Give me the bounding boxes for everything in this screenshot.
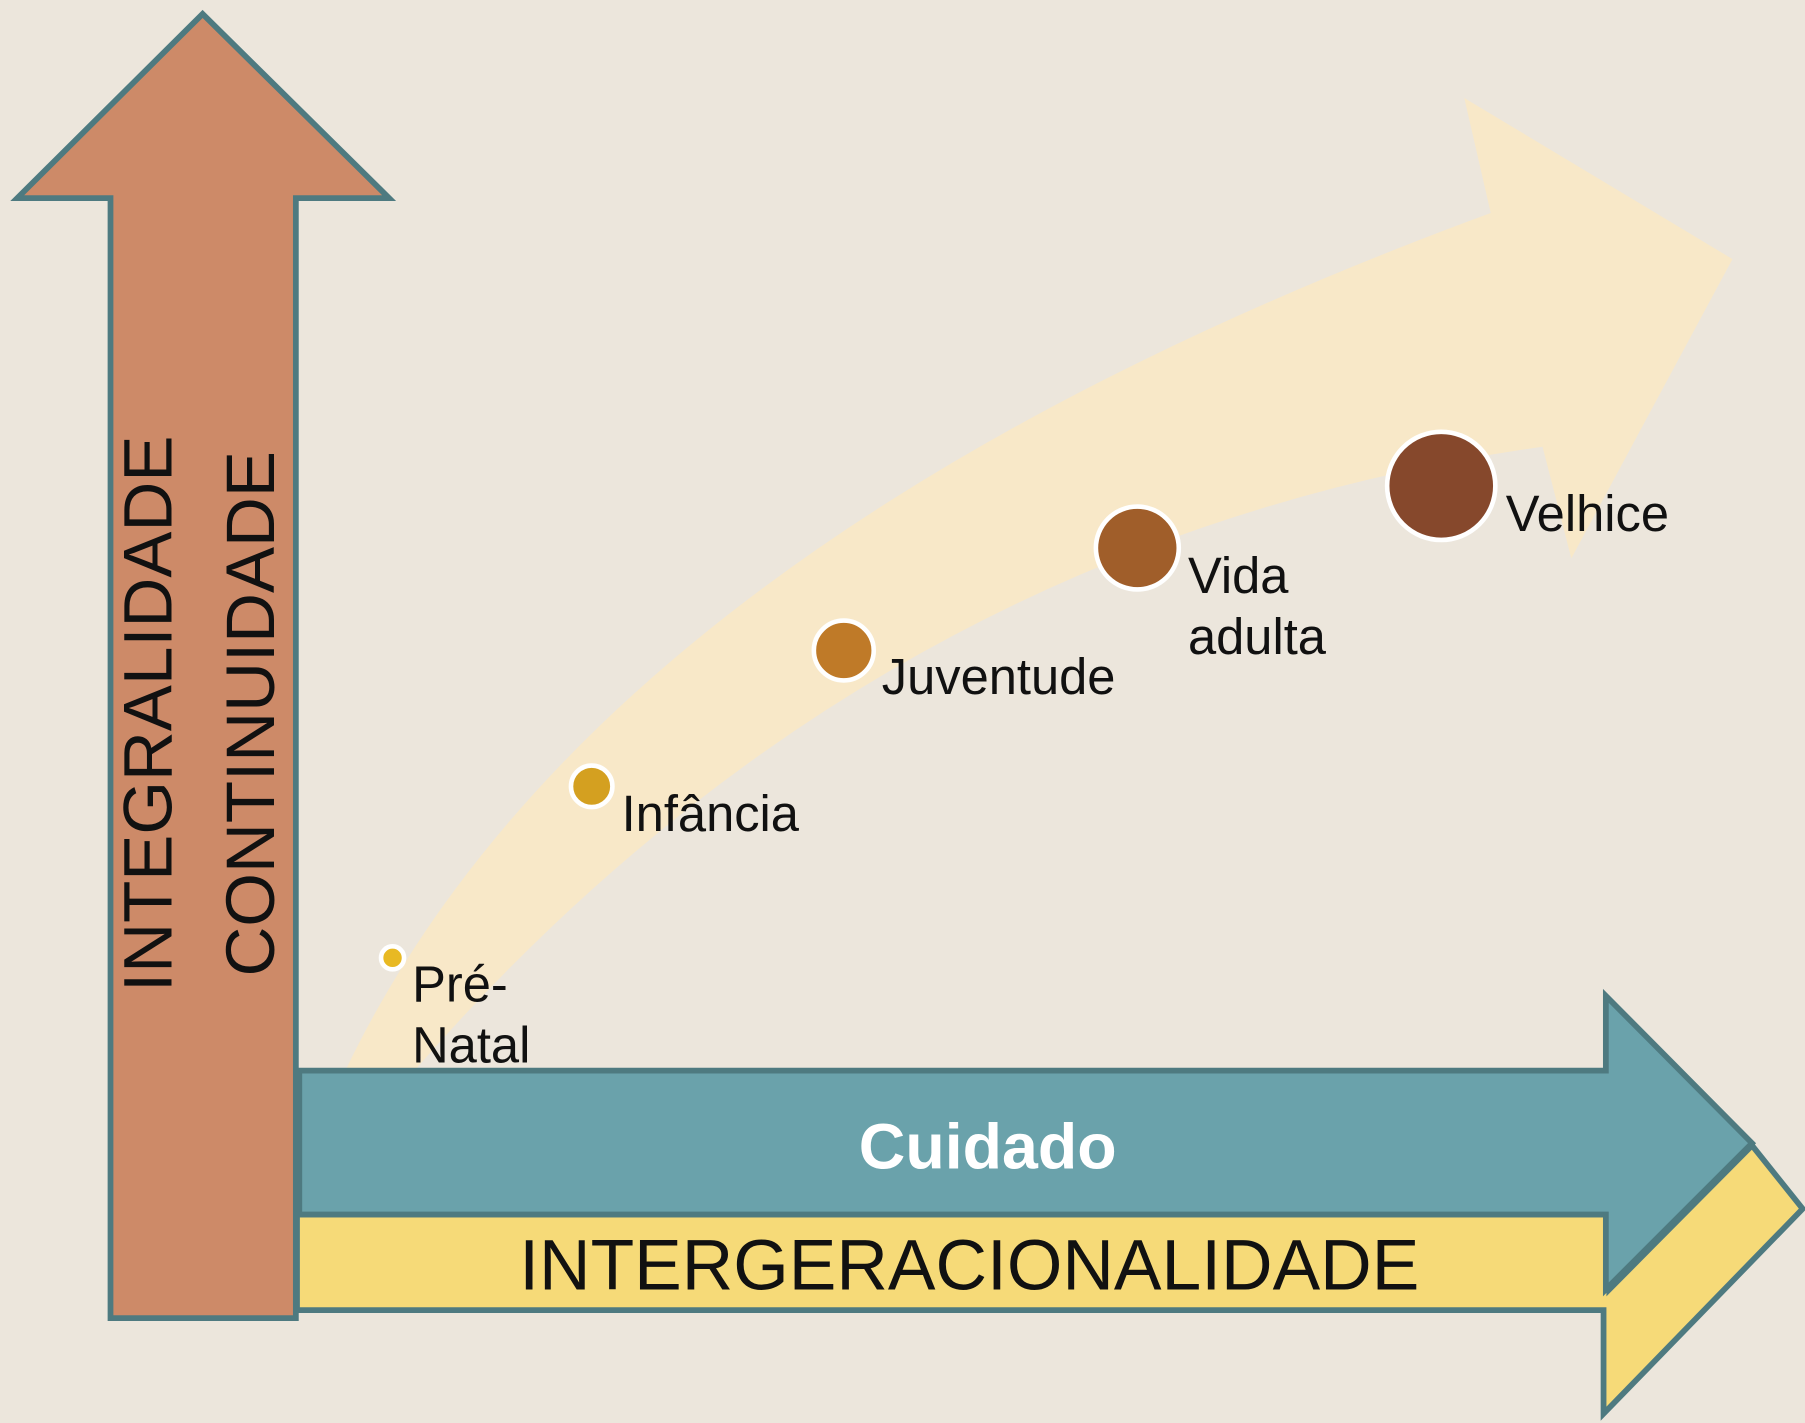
cuidado-label: Cuidado xyxy=(859,1111,1117,1183)
intergeracionalidade-label: INTERGERACIONALIDADE xyxy=(519,1225,1419,1305)
cuidado-arrow xyxy=(296,988,1757,1297)
stage-dot xyxy=(1093,504,1182,592)
stage-dot xyxy=(1384,429,1498,543)
life-course-arrow xyxy=(345,97,1733,1071)
vertical-label: INTEGRALIDADE xyxy=(108,436,186,992)
stage-label: Velhice xyxy=(1506,485,1669,542)
stage-label: Infância xyxy=(622,785,800,842)
stage-label: Pré- xyxy=(412,956,508,1013)
stage-dot xyxy=(811,618,877,683)
stage-dot xyxy=(378,944,407,972)
stage-label: Natal xyxy=(412,1017,530,1074)
stage-label: Vida xyxy=(1188,547,1289,604)
vertical-arrow xyxy=(10,9,397,1322)
stage-dot xyxy=(568,763,615,810)
vertical-label: CONTINUIDADE xyxy=(211,451,289,977)
stage-label: adulta xyxy=(1188,608,1327,665)
stage-label: Juventude xyxy=(882,648,1116,705)
